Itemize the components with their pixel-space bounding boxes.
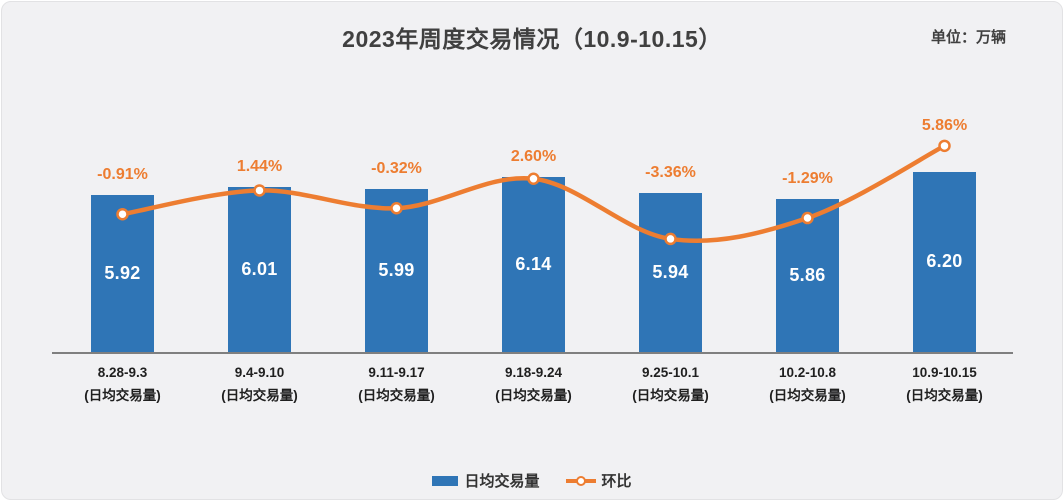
line-marker-icon <box>575 475 586 486</box>
x-axis-label: 9.18-9.24 (日均交易量) <box>464 361 604 407</box>
bar-value-label: 5.92 <box>104 262 141 283</box>
x-axis-label: 10.9-10.15 (日均交易量) <box>875 361 1015 407</box>
x-axis-label-note: (日均交易量) <box>495 388 572 403</box>
x-axis-label-note: (日均交易量) <box>906 388 983 403</box>
bar: 6.20 <box>913 171 976 352</box>
x-axis-label-range: 9.25-10.1 <box>641 365 700 380</box>
bar: 6.01 <box>228 187 291 352</box>
x-axis-label: 10.2-10.8 (日均交易量) <box>738 361 878 407</box>
bar-series-swatch-icon <box>432 475 459 486</box>
x-axis-label-note: (日均交易量) <box>358 388 435 403</box>
x-axis-label-range: 9.11-9.17 <box>368 365 425 380</box>
x-axis-label-range: 10.2-10.8 <box>778 365 837 380</box>
x-axis-label-range: 10.9-10.15 <box>912 365 977 380</box>
legend-item-line: 环比 <box>565 470 632 491</box>
legend-line-label: 环比 <box>601 473 632 490</box>
x-axis-label-note: (日均交易量) <box>769 388 846 403</box>
bar-value-label: 6.14 <box>515 253 552 274</box>
x-axis-line <box>52 352 1013 354</box>
x-axis-label: 9.4-9.10 (日均交易量) <box>190 361 330 407</box>
x-axis-label-range: 9.4-9.10 <box>234 365 285 380</box>
bar-value-label: 6.20 <box>926 251 963 272</box>
x-axis-label-note: (日均交易量) <box>632 388 709 403</box>
bar-value-label: 5.94 <box>652 261 689 282</box>
x-axis-label: 8.28-9.3 (日均交易量) <box>53 361 193 407</box>
x-axis-label: 9.25-10.1 (日均交易量) <box>601 361 741 407</box>
x-axis-label-range: 9.18-9.24 <box>504 365 563 380</box>
bar-value-label: 6.01 <box>241 259 278 280</box>
bar: 5.99 <box>365 188 428 352</box>
chart-title: 2023年周度交易情况（10.9-10.15） <box>342 26 722 52</box>
x-axis-label: 9.11-9.17 (日均交易量) <box>327 361 467 407</box>
pct-change-label: -3.36% <box>645 163 696 181</box>
line-series-swatch-icon <box>565 475 596 486</box>
pct-change-label: -1.29% <box>782 170 833 188</box>
bar-value-label: 5.99 <box>378 259 415 280</box>
pct-change-label: 1.44% <box>236 158 283 176</box>
pct-change-label: 2.60% <box>510 147 557 165</box>
x-axis-label-note: (日均交易量) <box>84 388 161 403</box>
unit-label: 单位：万辆 <box>930 29 1006 46</box>
bar: 5.94 <box>639 192 702 352</box>
bar-value-label: 5.86 <box>789 265 826 286</box>
bar: 5.92 <box>91 194 154 352</box>
line-marker <box>938 139 951 153</box>
bar: 5.86 <box>776 199 839 352</box>
bar: 6.14 <box>502 176 565 352</box>
pct-change-label: 5.86% <box>921 116 968 134</box>
pct-change-label: -0.32% <box>371 159 422 177</box>
legend-bar-label: 日均交易量 <box>464 473 540 490</box>
pct-change-label: -0.91% <box>97 165 148 183</box>
x-axis-label-range: 8.28-9.3 <box>97 365 148 380</box>
legend-item-bar: 日均交易量 <box>432 470 540 491</box>
legend: 日均交易量 环比 <box>2 470 1062 491</box>
x-axis-label-note: (日均交易量) <box>221 388 298 403</box>
